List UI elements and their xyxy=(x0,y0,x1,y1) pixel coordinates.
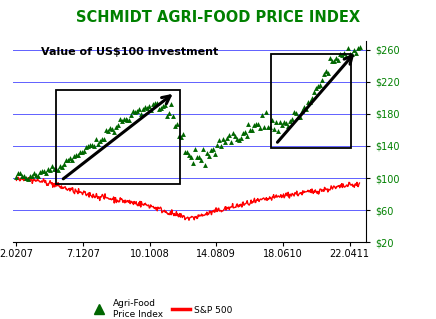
Bar xyxy=(271,54,351,148)
Text: Value of US$100 Investment: Value of US$100 Investment xyxy=(41,48,218,57)
Legend: Agri-Food
Price Index, S&P 500: Agri-Food Price Index, S&P 500 xyxy=(86,296,236,319)
Text: SCHMIDT AGRI-FOOD PRICE INDEX: SCHMIDT AGRI-FOOD PRICE INDEX xyxy=(76,10,360,25)
Bar xyxy=(56,90,180,184)
